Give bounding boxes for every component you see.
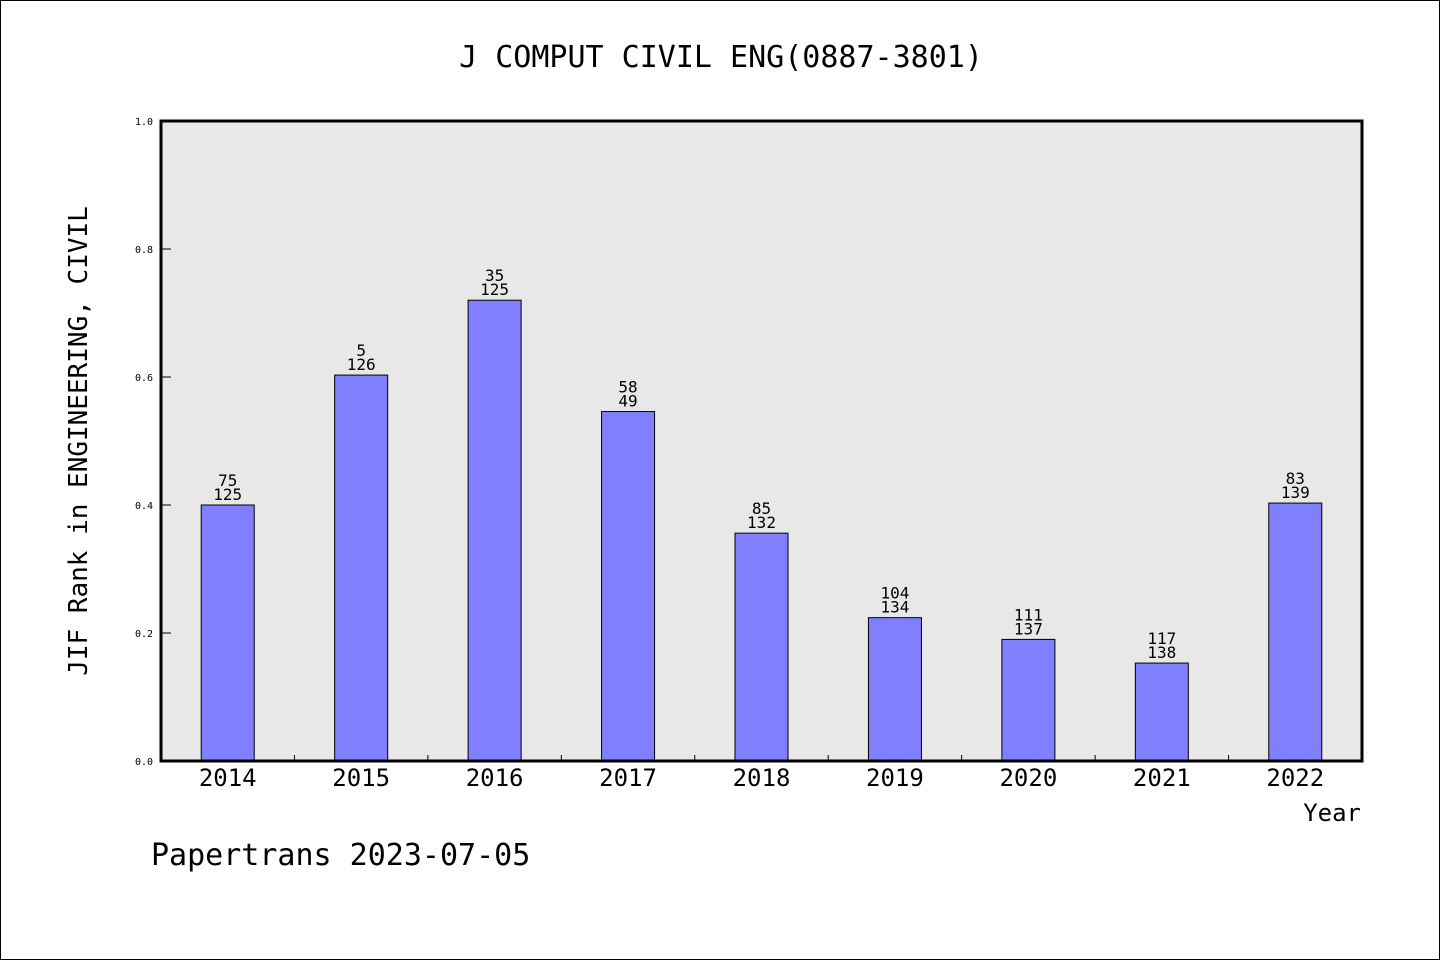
bar-rank-label: 58 — [618, 378, 637, 397]
x-tick-label: 2021 — [1133, 764, 1191, 792]
bar-total-label: 49 — [618, 392, 637, 411]
x-tick-label: 2017 — [599, 764, 657, 792]
bar-total-label: 126 — [347, 355, 376, 374]
y-tick-label: 0.2 — [135, 629, 153, 640]
y-tick-label: 0.4 — [135, 501, 153, 512]
bar-rank-label: 117 — [1147, 629, 1176, 648]
bar-total-label: 125 — [480, 280, 509, 299]
x-tick-label: 2020 — [999, 764, 1057, 792]
plot-border — [159, 119, 1364, 763]
bar-rank-label: 75 — [218, 471, 237, 490]
bar-2021 — [1134, 662, 1189, 762]
bar-2020 — [1001, 638, 1056, 762]
y-tick-label: 0.6 — [135, 373, 153, 384]
y-axis-label: JIF Rank in ENGINEERING, CIVIL — [64, 206, 94, 676]
footer-text: Papertrans 2023-07-05 — [151, 838, 530, 873]
y-tick-label: 0.8 — [135, 245, 153, 256]
y-tick-label: 1.0 — [135, 117, 153, 128]
x-axis-label: Year — [1303, 799, 1361, 827]
y-tick-label: 0.0 — [135, 757, 153, 768]
bar-rank-label: 111 — [1014, 605, 1043, 624]
bar-rank-label: 85 — [752, 499, 771, 518]
bar-rank-label: 104 — [880, 584, 909, 603]
bar-total-label: 134 — [880, 598, 909, 617]
x-tick-label: 2014 — [199, 764, 257, 792]
bar-rank-label: 83 — [1286, 469, 1305, 488]
x-tick-label: 2015 — [332, 764, 390, 792]
bar-total-label: 139 — [1281, 483, 1310, 502]
bar-2022 — [1268, 502, 1323, 762]
bar-total-label: 125 — [213, 485, 242, 504]
x-axis: 2014 2015 2016 2017 2018 2019 2020 2021 2022 — [199, 755, 1324, 792]
bar-total-label: 138 — [1147, 643, 1176, 662]
bar-rank-label: 5 — [356, 341, 366, 360]
bar-2019 — [867, 617, 922, 762]
x-tick-label: 2018 — [733, 764, 791, 792]
bars — [200, 299, 1323, 762]
bar-2015 — [334, 374, 389, 762]
x-tick-label: 2016 — [466, 764, 524, 792]
bar-2017 — [601, 411, 656, 762]
bar-rank-label: 35 — [485, 266, 504, 285]
bar-2018 — [734, 532, 789, 762]
x-tick-label: 2022 — [1266, 764, 1324, 792]
bar-total-label: 132 — [747, 513, 776, 532]
x-tick-label: 2019 — [866, 764, 924, 792]
bar-total-label: 137 — [1014, 619, 1043, 638]
chart-title: J COMPUT CIVIL ENG(0887-3801) — [459, 40, 983, 75]
bar-2014 — [200, 504, 255, 762]
bar-2016 — [467, 299, 522, 762]
